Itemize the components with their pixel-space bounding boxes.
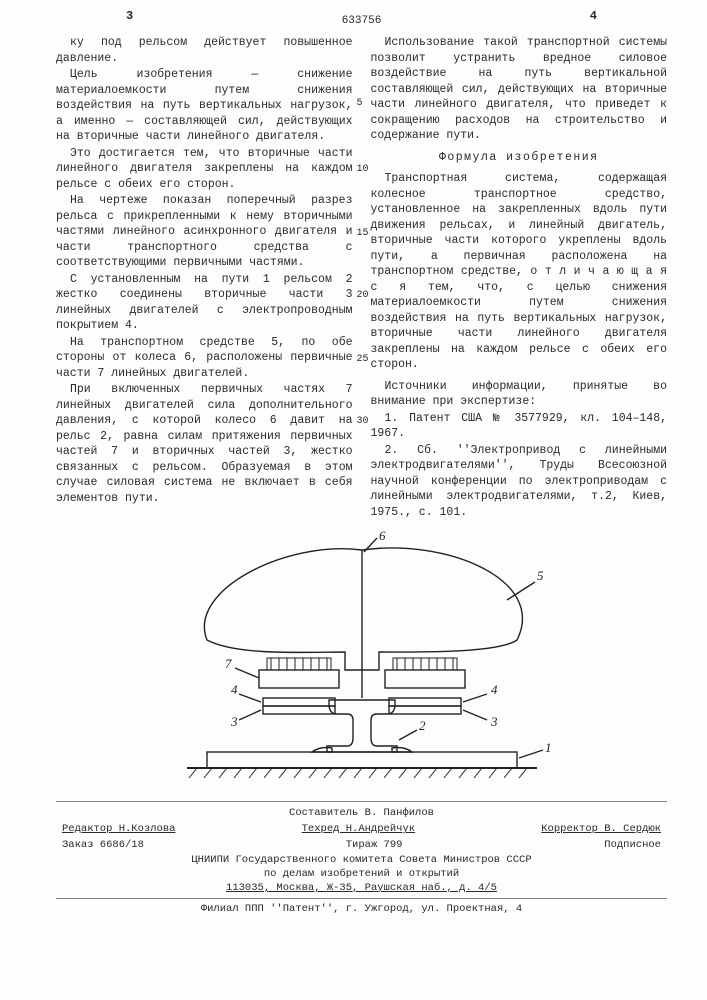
org-line: по делам изобретений и открытий (56, 867, 667, 881)
figure-label: 2 (419, 718, 426, 733)
imprint-block: Составитель В. Панфилов Редактор Н.Козло… (56, 801, 667, 916)
print-run: Тираж 799 (346, 838, 403, 852)
figure-label: 1 (545, 740, 552, 755)
figure-label: 3 (230, 714, 238, 729)
page-num-right: 4 (590, 8, 597, 24)
left-column: ку под рельсом действует повышенное давл… (56, 35, 353, 521)
figure-label: 4 (491, 682, 498, 697)
figure-label: 7 (225, 656, 232, 671)
subscription: Подписное (604, 838, 661, 852)
body-text: На чертеже показан поперечный разрез рел… (56, 193, 353, 271)
text-columns: ку под рельсом действует повышенное давл… (56, 35, 667, 521)
claim-text: Транспортная система, содержащая колесно… (371, 171, 668, 373)
body-text: На транспортном средстве 5, по обе сторо… (56, 335, 353, 382)
body-text: При включенных первичных частях 7 линейн… (56, 382, 353, 506)
line-marker: 15 (357, 227, 369, 241)
figure-label: 4 (231, 682, 238, 697)
editor-credit: Редактор Н.Козлова (62, 822, 175, 836)
body-text: С установленным на пути 1 рельсом 2 жест… (56, 272, 353, 334)
document-number: 633756 (56, 14, 667, 29)
body-text: Цель изобретения — снижение материалоемк… (56, 67, 353, 145)
line-marker: 20 (357, 289, 369, 303)
compiler-credit: Составитель В. Панфилов (56, 806, 667, 820)
figure-label: 6 (379, 530, 386, 543)
right-column: 5 10 15 20 25 30 Использование такой тра… (371, 35, 668, 521)
source-ref: 2. Сб. ''Электропривод с линейными элект… (371, 443, 668, 521)
cross-section-figure: 1 2 3 3 4 4 5 6 7 (56, 530, 667, 796)
sources-heading: Источники информации, принятые во вниман… (371, 379, 668, 410)
corrector-credit: Корректор В. Сердюк (541, 822, 661, 836)
line-marker: 5 (357, 97, 363, 111)
body-text: Использование такой транспортной системы… (371, 35, 668, 144)
line-marker: 10 (357, 163, 369, 177)
figure-label: 5 (537, 568, 544, 583)
org-line: ЦНИИПИ Государственного комитета Совета … (56, 853, 667, 867)
page-num-left: 3 (126, 8, 133, 24)
source-ref: 1. Патент США № 3577929, кл. 104–148, 19… (371, 411, 668, 442)
body-text: ку под рельсом действует повышенное давл… (56, 35, 353, 66)
branch-line: Филиал ППП ''Патент'', г. Ужгород, ул. П… (56, 902, 667, 916)
tech-credit: Техред Н.Андрейчук (302, 822, 415, 836)
line-marker: 25 (357, 353, 369, 367)
address-line: 113035, Москва, Ж-35, Раушская наб., д. … (56, 881, 667, 895)
body-text: Это достигается тем, что вторичные части… (56, 146, 353, 193)
line-marker: 30 (357, 415, 369, 429)
figure-label: 3 (490, 714, 498, 729)
formula-heading: Формула изобретения (371, 150, 668, 166)
order-number: Заказ 6686/18 (62, 838, 144, 852)
